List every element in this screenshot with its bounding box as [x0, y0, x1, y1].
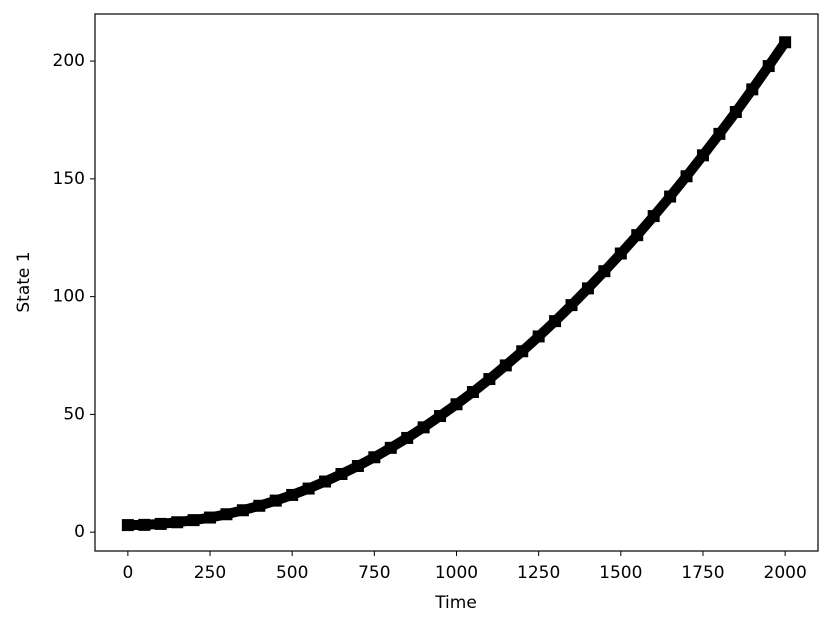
x-tick-label: 1500 — [599, 563, 642, 583]
y-tick-label: 50 — [63, 404, 85, 424]
x-tick-label: 750 — [358, 563, 390, 583]
y-axis-label: State 1 — [14, 251, 34, 312]
data-point — [335, 467, 348, 480]
data-point — [664, 190, 677, 203]
y-tick-label: 150 — [53, 169, 85, 189]
data-point — [598, 265, 611, 278]
x-tick-label: 1250 — [517, 563, 560, 583]
data-point — [236, 504, 249, 517]
data-point — [483, 373, 496, 386]
data-point — [253, 499, 266, 512]
data-point — [565, 299, 578, 312]
data-point — [171, 516, 184, 529]
data-point — [368, 451, 381, 464]
data-point — [549, 315, 562, 328]
x-tick-label: 250 — [194, 563, 226, 583]
x-tick-label: 1000 — [435, 563, 478, 583]
data-point — [434, 410, 447, 423]
data-point — [204, 511, 217, 524]
y-tick-label: 100 — [53, 287, 85, 307]
data-point — [680, 170, 693, 183]
data-line — [127, 39, 790, 531]
data-point — [696, 149, 709, 162]
data-point — [581, 282, 594, 295]
data-point — [302, 482, 315, 495]
data-point — [516, 345, 529, 358]
data-point — [779, 36, 792, 49]
data-point — [220, 508, 233, 521]
x-tick-label: 500 — [276, 563, 308, 583]
data-point — [762, 60, 775, 73]
data-point — [466, 386, 479, 399]
y-tick-label: 0 — [74, 522, 85, 542]
data-point — [614, 247, 627, 260]
x-tick-label: 1750 — [681, 563, 724, 583]
data-point — [417, 421, 430, 434]
data-point — [713, 127, 726, 140]
data-point — [631, 229, 644, 242]
data-point — [154, 517, 167, 530]
data-point — [450, 398, 463, 411]
data-point — [746, 83, 759, 96]
data-point — [121, 519, 134, 532]
data-point — [729, 105, 742, 118]
data-point — [351, 459, 364, 472]
data-point — [138, 518, 151, 531]
x-tick-label: 2000 — [764, 563, 807, 583]
data-point — [286, 488, 299, 501]
data-point — [319, 475, 332, 488]
data-point — [269, 494, 282, 507]
data-point — [401, 431, 414, 444]
plot-frame — [94, 13, 819, 552]
data-point — [532, 330, 545, 343]
data-point — [499, 359, 512, 372]
data-point — [384, 441, 397, 454]
y-tick-label: 200 — [53, 51, 85, 71]
data-point — [647, 210, 660, 223]
x-tick-label: 0 — [122, 563, 133, 583]
x-axis-label: Time — [434, 593, 477, 613]
data-point — [187, 514, 200, 527]
